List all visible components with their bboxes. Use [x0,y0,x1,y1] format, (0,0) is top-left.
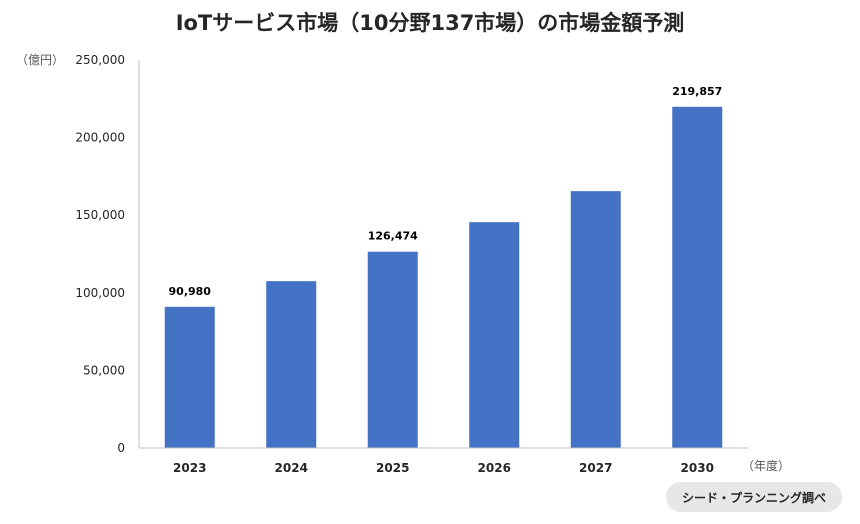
x-tick-label: 2030 [681,461,714,475]
x-axis-ticks: 2023 2024 2025 2026 2027 2030 [173,461,714,475]
y-tick-label: 100,000 [75,286,125,300]
bars-group [164,106,723,449]
x-axis-unit-label: （年度） [742,458,790,473]
x-tick-label: 2024 [275,461,308,475]
x-tick-label: 2023 [173,461,206,475]
bar-2026 [469,222,520,448]
y-tick-label: 250,000 [75,53,125,67]
bar-2024 [266,281,317,448]
y-axis-unit-label: （億円） [16,53,64,67]
x-tick-label: 2025 [376,461,409,475]
x-tick-label: 2027 [579,461,612,475]
data-label-2025: 126,474 [368,230,418,243]
y-tick-label: 200,000 [75,131,125,145]
bar-2023 [164,306,215,448]
data-labels-group: 90,980 126,474 219,857 [169,85,723,298]
source-badge: シード・プランニング調べ [666,482,842,512]
y-tick-label: 0 [117,441,125,455]
bar-2030 [672,106,723,449]
chart-title: IoTサービス市場（10分野137市場）の市場金額予測 [176,11,685,35]
y-tick-label: 50,000 [83,363,125,377]
y-axis-ticks: 0 50,000 100,000 150,000 200,000 250,000 [75,53,125,455]
data-label-2030: 219,857 [672,85,722,98]
data-label-2023: 90,980 [169,285,212,298]
y-tick-label: 150,000 [75,208,125,222]
x-tick-label: 2026 [478,461,511,475]
bar-2027 [570,191,621,449]
bar-2025 [367,251,418,448]
